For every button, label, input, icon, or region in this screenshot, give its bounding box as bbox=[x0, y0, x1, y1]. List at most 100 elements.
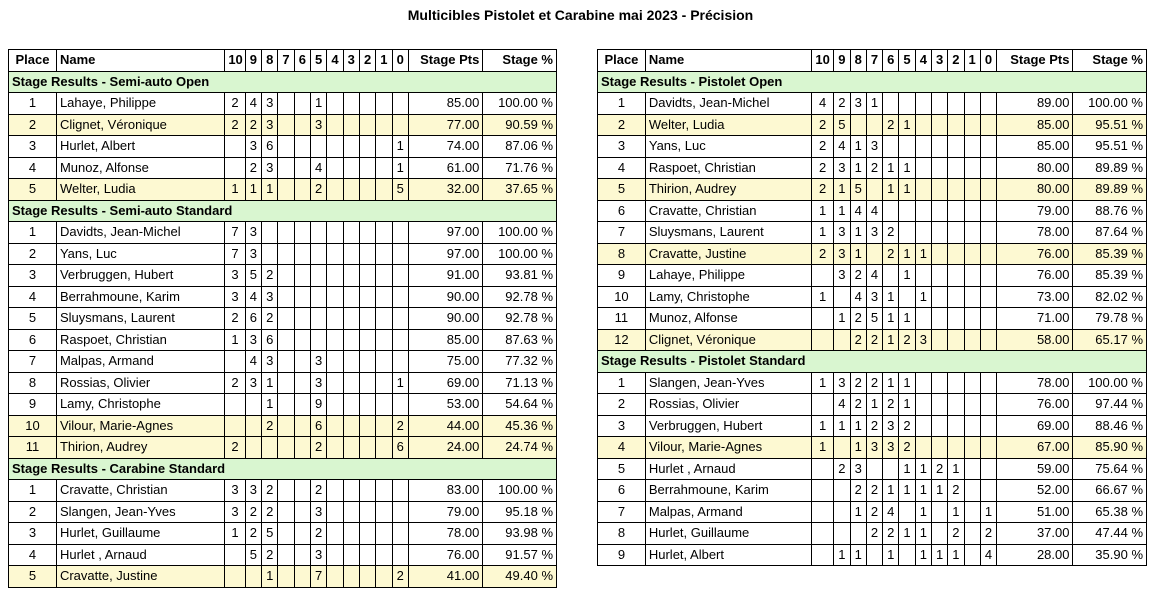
score-cell bbox=[342, 371, 360, 394]
place-cell: 3 bbox=[597, 414, 646, 437]
score-cell: 4 bbox=[849, 199, 867, 222]
score-cell bbox=[914, 393, 932, 416]
score-cell bbox=[224, 350, 246, 373]
score-cell bbox=[810, 264, 835, 287]
score-cell bbox=[277, 285, 295, 308]
score-cell bbox=[930, 221, 949, 244]
score-cell bbox=[963, 479, 981, 502]
name-cell: Malpas, Armand bbox=[55, 350, 226, 373]
score-cell: 1 bbox=[849, 414, 867, 437]
score-cell bbox=[810, 543, 835, 566]
score-cell: 1 bbox=[224, 522, 246, 545]
score-cell: 2 bbox=[244, 500, 263, 523]
stage-pts-cell: 78.00 bbox=[407, 522, 484, 545]
score-cell bbox=[930, 113, 949, 136]
score-cell: 1 bbox=[882, 285, 900, 308]
score-cell: 3 bbox=[833, 221, 851, 244]
score-cell bbox=[930, 242, 949, 265]
score-cell bbox=[358, 479, 377, 502]
name-cell: Hurlet , Arnaud bbox=[55, 543, 226, 566]
score-cell bbox=[810, 307, 835, 330]
place-cell: 4 bbox=[8, 285, 57, 308]
score-cell: 4 bbox=[865, 199, 884, 222]
table-row: 4 Berrahmoune, Karim 3 4 3 90.00 92.78 % bbox=[8, 285, 557, 308]
score-cell bbox=[326, 500, 344, 523]
score-cell bbox=[865, 178, 884, 201]
score-cell: 2 bbox=[261, 543, 279, 566]
score-cell bbox=[293, 393, 311, 416]
stage-pct-cell: 85.90 % bbox=[1072, 436, 1147, 459]
stage-pct-cell: 100.00 % bbox=[1072, 371, 1147, 394]
score-cell bbox=[358, 328, 377, 351]
score-cell: 3 bbox=[833, 371, 851, 394]
score-cell: 3 bbox=[261, 92, 279, 115]
stage-pct-cell: 90.59 % bbox=[482, 113, 557, 136]
place-cell: 4 bbox=[8, 156, 57, 179]
score-cell: 2 bbox=[882, 221, 900, 244]
results-table-left: Place Name 10 9 8 7 6 5 4 3 2 1 0 Stage Pts Stage % St… bbox=[8, 49, 557, 588]
score-cell: 3 bbox=[849, 92, 867, 115]
score-cell bbox=[865, 543, 884, 566]
table-row: 8 Cravatte, Justine 2 3 1 2 1 1 76.00 85.39 % bbox=[597, 242, 1147, 265]
score-cell: 1 bbox=[810, 371, 835, 394]
score-cell bbox=[326, 350, 344, 373]
score-cell bbox=[979, 113, 998, 136]
score-cell: 1 bbox=[914, 500, 932, 523]
score-cell bbox=[342, 565, 360, 588]
score-cell bbox=[391, 543, 409, 566]
score-cell bbox=[979, 156, 998, 179]
score-cell bbox=[810, 500, 835, 523]
score-cell bbox=[930, 522, 949, 545]
table-row: 3 Yans, Luc 2 4 1 3 85.00 95.51 % bbox=[597, 135, 1147, 158]
table-row: 11 Munoz, Alfonse 1 2 5 1 1 71.00 79.78 % bbox=[597, 307, 1147, 330]
stage-pct-cell: 92.78 % bbox=[482, 285, 557, 308]
score-cell: 1 bbox=[898, 307, 916, 330]
name-cell: Hurlet, Albert bbox=[55, 135, 226, 158]
score-cell bbox=[930, 156, 949, 179]
place-cell: 11 bbox=[597, 307, 646, 330]
stage-pct-cell: 82.02 % bbox=[1072, 285, 1147, 308]
score-cell: 1 bbox=[914, 522, 932, 545]
score-cell bbox=[309, 307, 328, 330]
table-row: 1 Slangen, Jean-Yves 1 3 2 2 1 1 78.00 100.00 % bbox=[597, 371, 1147, 394]
score-cell bbox=[947, 156, 965, 179]
score-cell: 2 bbox=[882, 242, 900, 265]
score-cell: 1 bbox=[930, 479, 949, 502]
score-cell: 7 bbox=[224, 242, 246, 265]
score-cell bbox=[963, 92, 981, 115]
score-cell: 1 bbox=[833, 543, 851, 566]
score-cell bbox=[914, 307, 932, 330]
name-cell: Thirion, Audrey bbox=[55, 436, 226, 459]
section-header-row: Stage Results - Pistolet Open bbox=[597, 70, 1147, 93]
place-cell: 3 bbox=[8, 522, 57, 545]
place-cell: 5 bbox=[8, 565, 57, 588]
table-row: 9 Hurlet, Albert 1 1 1 1 1 1 4 28.00 35.90 % bbox=[597, 543, 1147, 566]
score-cell bbox=[326, 328, 344, 351]
score-cell bbox=[930, 371, 949, 394]
place-cell: 4 bbox=[597, 156, 646, 179]
stage-pct-cell: 85.39 % bbox=[1072, 264, 1147, 287]
score-cell bbox=[391, 92, 409, 115]
score-cell: 5 bbox=[865, 307, 884, 330]
column-header: 4 bbox=[326, 49, 344, 72]
score-cell: 2 bbox=[309, 522, 328, 545]
stage-pts-cell: 69.00 bbox=[996, 414, 1074, 437]
score-cell: 2 bbox=[833, 457, 851, 480]
page-title: Multicibles Pistolet et Carabine mai 202… bbox=[407, 7, 754, 23]
stage-pts-cell: 28.00 bbox=[996, 543, 1074, 566]
column-header: 9 bbox=[244, 49, 263, 72]
score-cell: 3 bbox=[224, 264, 246, 287]
score-cell: 3 bbox=[224, 500, 246, 523]
name-cell: Davidts, Jean-Michel bbox=[55, 221, 226, 244]
score-cell bbox=[375, 264, 393, 287]
score-cell bbox=[342, 113, 360, 136]
header-row: Place Name 10 9 8 7 6 5 4 3 2 1 0 Stage Pts Stage % bbox=[597, 49, 1147, 72]
score-cell bbox=[810, 479, 835, 502]
score-cell: 2 bbox=[882, 522, 900, 545]
name-cell: Vilour, Marie-Agnes bbox=[644, 436, 812, 459]
stage-pts-cell: 73.00 bbox=[996, 285, 1074, 308]
score-cell: 2 bbox=[849, 479, 867, 502]
score-cell: 1 bbox=[898, 113, 916, 136]
score-cell bbox=[293, 328, 311, 351]
name-cell: Berrahmoune, Karim bbox=[644, 479, 812, 502]
